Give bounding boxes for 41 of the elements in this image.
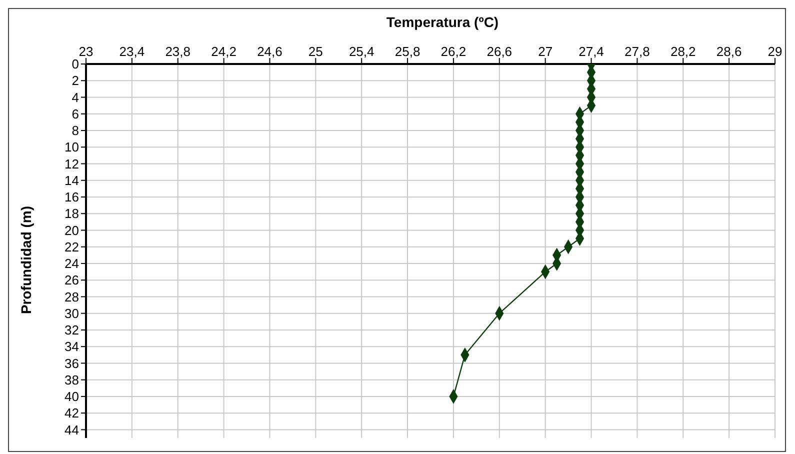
y-tick-label: 42 xyxy=(64,406,79,421)
y-tick-label: 34 xyxy=(64,339,79,354)
x-tick-label: 24,2 xyxy=(211,44,236,59)
y-tick-label: 28 xyxy=(64,289,79,304)
y-tick-label: 40 xyxy=(64,389,79,404)
x-tick-label: 25,8 xyxy=(394,44,420,59)
y-tick-label: 4 xyxy=(72,90,79,105)
y-tick-label: 44 xyxy=(64,422,79,438)
x-tick-label: 26,6 xyxy=(486,44,512,59)
y-tick-label: 30 xyxy=(64,306,79,321)
y-tick-label: 22 xyxy=(64,239,79,254)
x-tick-label: 27,4 xyxy=(578,44,604,59)
x-tick-label: 27,8 xyxy=(624,44,650,59)
y-axis-title: Profundidad (m) xyxy=(18,206,34,314)
x-tick-label: 23 xyxy=(78,44,94,59)
x-tick-label: 28,6 xyxy=(716,44,742,59)
x-tick-label: 25 xyxy=(308,44,323,59)
x-tick-label: 23,8 xyxy=(165,44,191,59)
y-tick-label: 8 xyxy=(72,123,79,138)
y-tick-label: 0 xyxy=(72,56,79,72)
y-tick-label: 36 xyxy=(64,356,79,371)
x-tick-label: 23,4 xyxy=(119,44,145,59)
y-tick-label: 20 xyxy=(64,222,79,238)
y-tick-label: 26 xyxy=(64,272,79,288)
y-tick-label: 16 xyxy=(64,190,79,205)
x-tick-label: 29 xyxy=(768,44,782,59)
x-tick-label: 24,6 xyxy=(257,44,282,59)
y-tick-label: 24 xyxy=(64,256,79,272)
y-tick-label: 6 xyxy=(72,106,79,122)
x-tick-label: 26,2 xyxy=(440,44,466,59)
y-tick-label: 10 xyxy=(64,140,79,155)
y-tick-label: 14 xyxy=(64,172,79,188)
x-tick-label: 25,4 xyxy=(348,44,374,59)
y-tick-label: 12 xyxy=(64,156,79,172)
y-tick-label: 2 xyxy=(72,73,79,88)
y-tick-label: 32 xyxy=(64,322,79,338)
x-tick-label: 27 xyxy=(538,44,553,59)
y-tick-label: 18 xyxy=(64,206,79,222)
x-tick-label: 28,2 xyxy=(670,44,696,59)
y-tick-label: 38 xyxy=(64,372,79,388)
x-axis-title: Temperatura (ºC) xyxy=(385,14,500,30)
